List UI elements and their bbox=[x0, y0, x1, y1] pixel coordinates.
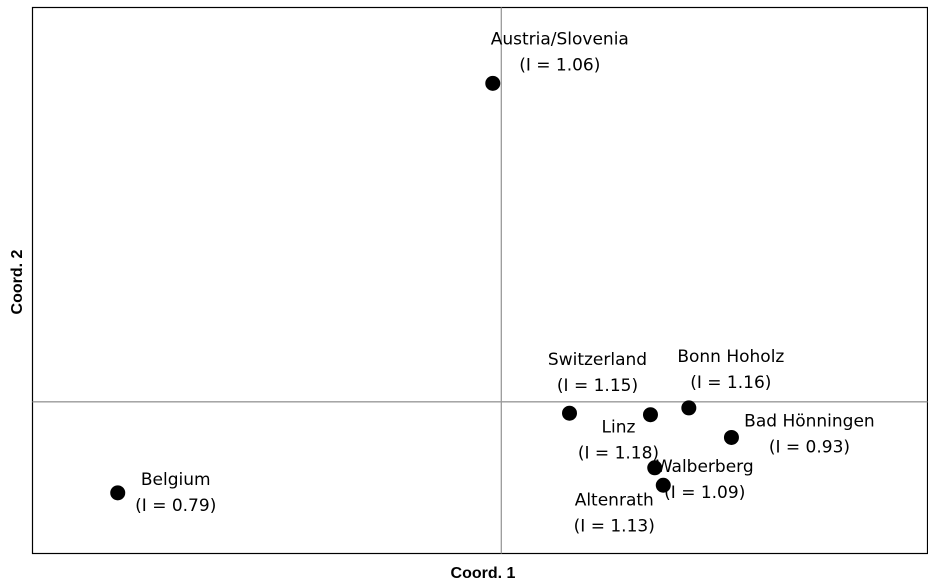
data-point bbox=[647, 460, 663, 476]
data-point bbox=[485, 75, 501, 91]
data-point bbox=[110, 485, 126, 501]
data-point bbox=[562, 405, 577, 421]
point-label: Altenrath bbox=[575, 490, 654, 510]
point-label: Bad Hönningen bbox=[744, 411, 875, 431]
point-value-label: (I = 1.06) bbox=[519, 55, 600, 75]
point-label: Bonn Hoholz bbox=[677, 347, 784, 367]
point-label: Linz bbox=[602, 418, 636, 438]
data-point bbox=[655, 477, 671, 493]
point-value-label: (I = 0.79) bbox=[135, 496, 216, 516]
point-value-label: (I = 0.93) bbox=[769, 437, 850, 457]
x-axis-title: Coord. 1 bbox=[451, 565, 516, 582]
point-value-label: (I = 1.13) bbox=[574, 516, 655, 536]
points-layer: Austria/Slovenia (I = 1.06) Belgium (I = 0.… bbox=[110, 29, 875, 536]
point-value-label: (I = 1.15) bbox=[557, 376, 638, 396]
data-point bbox=[681, 400, 697, 416]
data-point bbox=[723, 429, 739, 445]
y-axis-title: Coord. 2 bbox=[9, 249, 26, 314]
point-value-label: (I = 1.18) bbox=[578, 444, 659, 464]
point-label: Austria/Slovenia bbox=[491, 29, 629, 49]
point-label: Walberberg bbox=[656, 457, 754, 477]
point-label: Switzerland bbox=[548, 350, 647, 370]
point-value-label: (I = 1.16) bbox=[690, 373, 771, 393]
data-point bbox=[642, 407, 658, 423]
point-value-label: (I = 1.09) bbox=[664, 483, 745, 503]
point-label: Belgium bbox=[141, 470, 211, 490]
